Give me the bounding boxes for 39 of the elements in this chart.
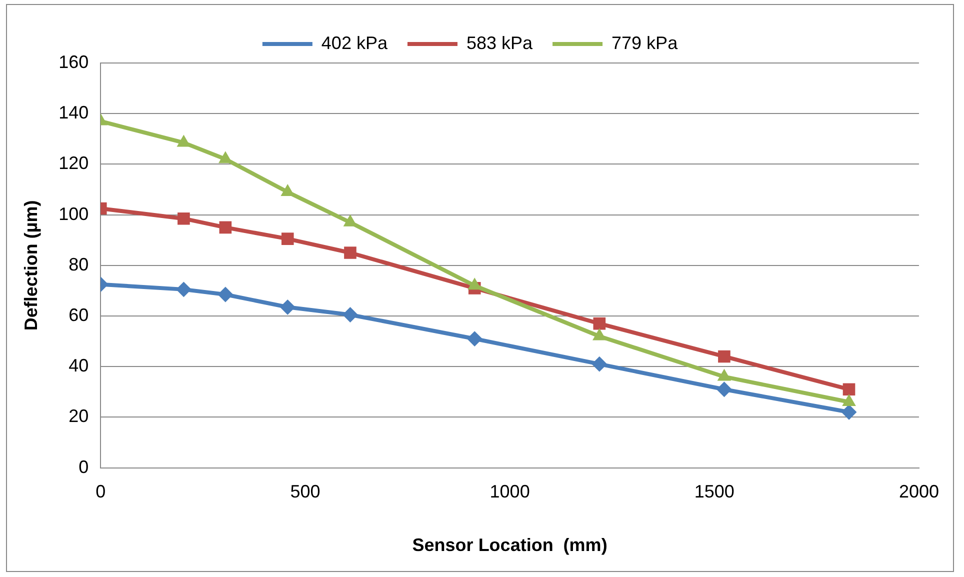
y-tick-label: 100: [58, 204, 89, 224]
point: [177, 135, 190, 147]
y-tick-label: 20: [68, 406, 89, 426]
x-axis-title: Sensor Location (mm): [412, 535, 608, 556]
y-tick-label: 80: [68, 254, 89, 274]
y-tick-label: 60: [68, 304, 89, 325]
y-tick-label: 40: [68, 356, 89, 376]
y-tick-label: 0: [78, 456, 89, 477]
y-tick-label: 120: [58, 153, 89, 174]
point: [342, 307, 358, 322]
point: [280, 300, 296, 315]
x-tick-label: 1000: [490, 482, 530, 502]
x-tick-label: 1500: [694, 482, 734, 502]
point: [281, 232, 294, 245]
point: [219, 221, 232, 234]
point: [842, 383, 856, 396]
point: [593, 317, 606, 330]
point: [718, 350, 730, 363]
point: [344, 246, 356, 259]
y-axis-title: Deflection (µm): [20, 200, 41, 331]
point: [218, 152, 232, 164]
point: [281, 184, 294, 196]
point: [592, 356, 607, 372]
point: [716, 382, 732, 397]
x-tick-label: 2000: [898, 482, 939, 502]
point: [178, 212, 190, 225]
point: [468, 278, 482, 290]
y-tick-label: 140: [58, 102, 89, 123]
legend-label: 583 kPa: [466, 32, 534, 53]
legend-label: 779 kPa: [612, 32, 679, 53]
point: [467, 331, 482, 346]
point: [344, 214, 357, 226]
point: [842, 404, 857, 420]
y-tick-label: 160: [58, 52, 89, 72]
x-tick-label: 0: [96, 482, 106, 502]
legend-label: 402 kPa: [321, 32, 388, 53]
x-tick-label: 500: [290, 482, 320, 502]
point: [218, 286, 233, 302]
point: [176, 282, 192, 297]
